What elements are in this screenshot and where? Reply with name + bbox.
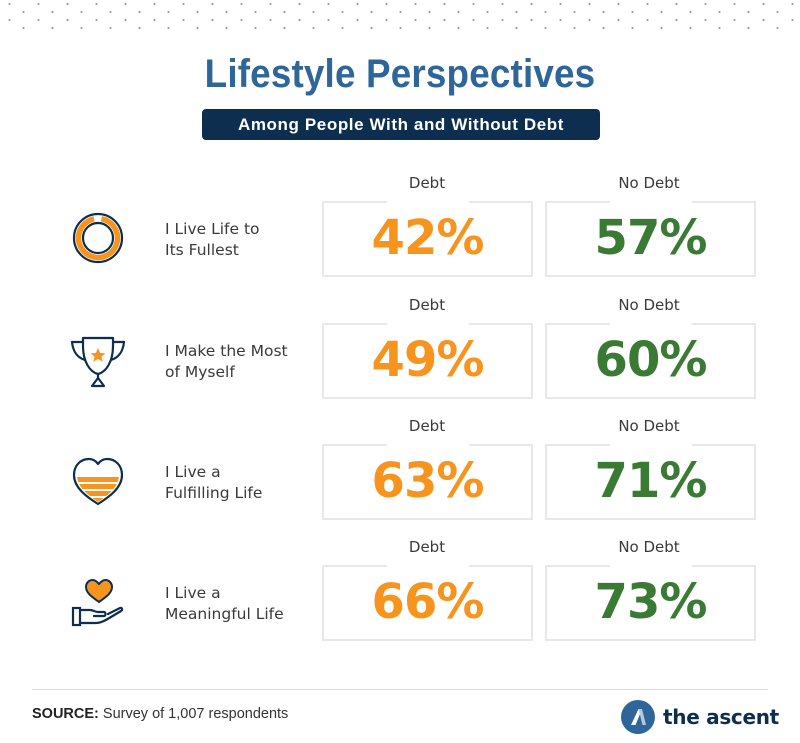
stat-row: I Make the Most of Myself Debt No Debt 4… xyxy=(0,296,800,406)
no-debt-value: 71% xyxy=(594,453,708,509)
debt-value: 63% xyxy=(371,453,485,509)
debt-value: 66% xyxy=(371,574,485,630)
no-debt-value: 73% xyxy=(594,574,708,630)
subtitle-banner: Among People With and Without Debt xyxy=(202,109,600,140)
trophy-icon xyxy=(68,330,128,390)
debt-value-box: 66% xyxy=(322,565,533,641)
stat-row: I Live Life to Its Fullest Debt No Debt … xyxy=(0,174,800,284)
no-debt-value-box: 73% xyxy=(545,565,756,641)
page-title: Lifestyle Perspectives xyxy=(204,52,596,96)
debt-value: 42% xyxy=(371,210,485,266)
source-text: Survey of 1,007 respondents xyxy=(102,706,289,722)
debt-column-label: Debt xyxy=(408,417,446,435)
row-label-line: I Live a xyxy=(165,463,221,481)
no-debt-column-label: No Debt xyxy=(618,174,680,192)
row-label-line: Fulfilling Life xyxy=(165,484,263,502)
source-label: SOURCE: xyxy=(32,706,99,722)
row-label-line: I Live Life to xyxy=(165,220,260,238)
footer-divider xyxy=(32,689,768,690)
row-label-line: Meaningful Life xyxy=(165,605,284,623)
dot-pattern-decoration xyxy=(0,0,800,34)
striped-heart-icon xyxy=(68,451,128,511)
row-label-line: I Live a xyxy=(165,584,221,602)
debt-value-box: 42% xyxy=(322,201,533,277)
ring-icon xyxy=(68,208,128,268)
debt-column-label: Debt xyxy=(408,174,446,192)
row-label-line: I Make the Most xyxy=(165,342,288,360)
ascent-logo-icon xyxy=(621,700,655,734)
hand-heart-icon xyxy=(68,572,128,632)
debt-value-box: 49% xyxy=(322,323,533,399)
row-label: I Live Life to Its Fullest xyxy=(165,219,315,261)
no-debt-column-label: No Debt xyxy=(618,538,680,556)
debt-column-label: Debt xyxy=(408,538,446,556)
row-label: I Make the Most of Myself xyxy=(165,341,315,383)
row-label: I Live a Meaningful Life xyxy=(165,583,315,625)
no-debt-value-box: 57% xyxy=(545,201,756,277)
row-label: I Live a Fulfilling Life xyxy=(165,462,315,504)
debt-value-box: 63% xyxy=(322,444,533,520)
debt-value: 49% xyxy=(371,332,485,388)
source-note: SOURCE: Survey of 1,007 respondents xyxy=(32,706,288,722)
row-label-line: Its Fullest xyxy=(165,241,239,259)
no-debt-value-box: 60% xyxy=(545,323,756,399)
no-debt-value: 60% xyxy=(594,332,708,388)
no-debt-column-label: No Debt xyxy=(618,417,680,435)
row-label-line: of Myself xyxy=(165,363,235,381)
brand-logo: the ascent xyxy=(621,697,779,737)
stat-row: I Live a Fulfilling Life Debt No Debt 63… xyxy=(0,417,800,527)
no-debt-value-box: 71% xyxy=(545,444,756,520)
brand-name: the ascent xyxy=(663,705,779,729)
stat-row: I Live a Meaningful Life Debt No Debt 66… xyxy=(0,538,800,648)
no-debt-column-label: No Debt xyxy=(618,296,680,314)
debt-column-label: Debt xyxy=(408,296,446,314)
no-debt-value: 57% xyxy=(594,210,708,266)
